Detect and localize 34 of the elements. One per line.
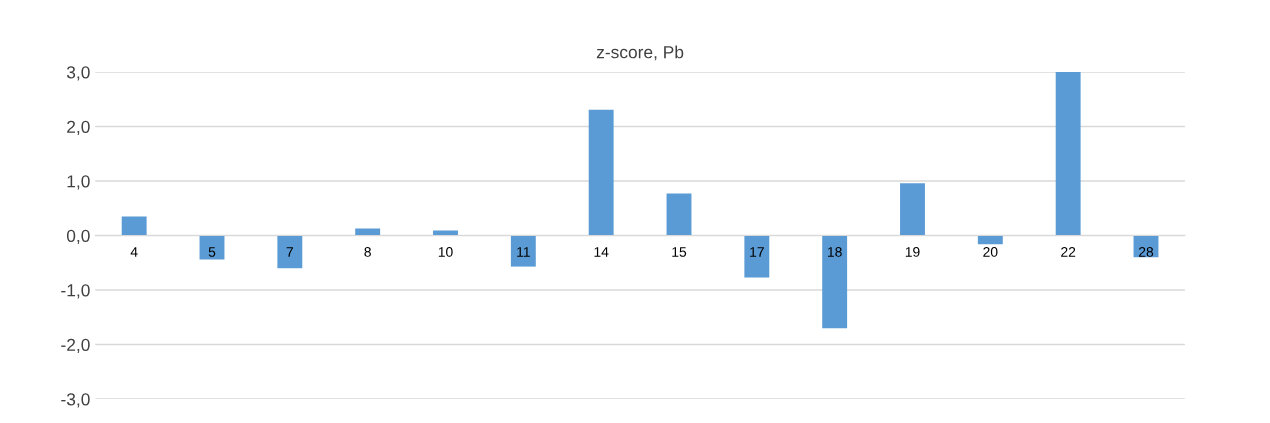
y-tick-label: 0,0 xyxy=(66,229,90,245)
y-tick-label: 3,0 xyxy=(66,66,90,81)
x-tick-label: 10 xyxy=(438,247,453,257)
x-tick-label: 7 xyxy=(286,247,293,257)
x-tick-label: 4 xyxy=(130,247,138,257)
bar xyxy=(900,183,925,236)
bar xyxy=(1055,72,1081,236)
bar xyxy=(588,109,614,236)
y-tick-label: -1,0 xyxy=(61,284,90,299)
x-tick-label: 8 xyxy=(364,247,371,257)
x-tick-label: 19 xyxy=(905,247,920,257)
y-tick-label: 2,0 xyxy=(67,120,90,136)
y-tick-label: -3,0 xyxy=(61,393,90,408)
bar xyxy=(121,216,147,236)
x-tick-label: 20 xyxy=(983,247,998,257)
x-tick-label: 14 xyxy=(594,247,609,257)
bar xyxy=(977,235,1003,245)
bar xyxy=(355,228,381,236)
x-tick-label: 5 xyxy=(208,247,216,257)
bar xyxy=(199,235,225,260)
x-tick-label: 28 xyxy=(1138,247,1154,257)
chart-title: z-score, Pb xyxy=(596,45,684,61)
y-tick-label: -2,0 xyxy=(61,338,90,354)
bar xyxy=(744,235,770,278)
x-tick-label: 22 xyxy=(1061,247,1076,257)
x-tick-label: 11 xyxy=(517,247,530,257)
y-tick-label: 1,0 xyxy=(67,175,90,190)
x-tick-label: 15 xyxy=(672,247,687,257)
x-tick-label: 17 xyxy=(750,247,764,257)
bar xyxy=(510,235,536,267)
bar xyxy=(277,235,303,269)
bar xyxy=(666,193,692,236)
x-tick-label: 18 xyxy=(828,247,842,257)
bar xyxy=(822,235,848,329)
